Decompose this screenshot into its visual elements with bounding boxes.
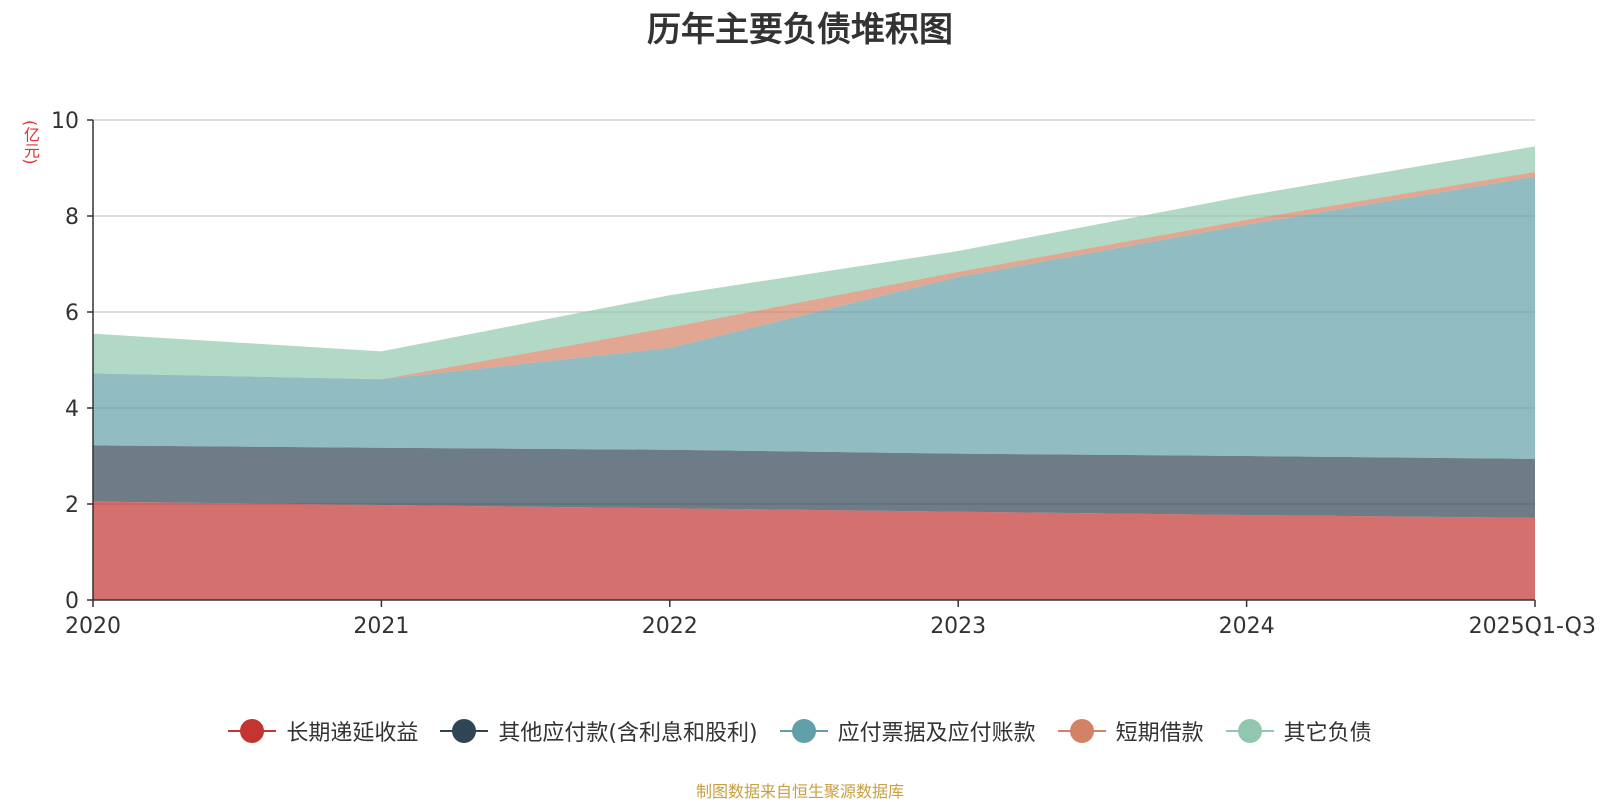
area-series-2 [93,176,1535,459]
y-tick-label-0: 0 [65,589,79,614]
legend-item-4[interactable]: 其它负债 [1225,715,1372,747]
area-series-0 [93,501,1535,600]
y-tick-label-2: 4 [65,397,79,422]
chart-plot: 0 2 4 6 8 10 2020 2021 2022 2023 2024 2025Q1-Q3 [51,109,1596,639]
legend-marker-icon [228,718,277,744]
legend-item-2[interactable]: 应付票据及应付账款 [779,715,1036,747]
legend-item-3[interactable]: 短期借款 [1057,715,1204,747]
x-tick-label-0: 2020 [65,614,121,639]
axes: 0 2 4 6 8 10 2020 2021 2022 2023 2024 2025Q1-Q3 [51,109,1596,639]
legend-label: 其他应付款(含利息和股利) [498,721,758,746]
legend-label: 短期借款 [1115,721,1204,746]
legend-label: 应付票据及应付账款 [837,721,1036,746]
y-tick-label-5: 10 [51,109,79,134]
legend-marker-icon [1225,718,1274,744]
y-tick-label-4: 8 [65,205,79,230]
legend-marker-icon [779,718,828,744]
y-axis-unit-label: (亿元) [21,120,40,165]
legend-marker-icon [440,718,489,744]
x-tick-label-3: 2023 [930,614,986,639]
legend-item-1[interactable]: 其他应付款(含利息和股利) [440,715,758,747]
x-tick-label-1: 2021 [353,614,409,639]
legend-label: 长期递延收益 [286,721,419,746]
legend-label: 其它负债 [1283,721,1372,746]
x-tick-label-4: 2024 [1219,614,1275,639]
legend-marker-icon [1057,718,1106,744]
y-tick-label-3: 6 [65,301,79,326]
stacked-areas [93,146,1535,600]
area-series-1 [93,445,1535,518]
area-series-4 [93,146,1535,380]
chart-title: 历年主要负债堆积图 [647,10,953,50]
y-tick-label-1: 2 [65,493,79,518]
legend: 长期递延收益 其他应付款(含利息和股利) 应付票据及应付账款 短期借款 其它负债 [0,715,1600,747]
x-tick-label-2: 2022 [642,614,698,639]
legend-item-0[interactable]: 长期递延收益 [228,715,418,747]
x-tick-label-5: 2025Q1-Q3 [1469,614,1596,639]
source-note: 制图数据来自恒生聚源数据库 [695,782,904,801]
